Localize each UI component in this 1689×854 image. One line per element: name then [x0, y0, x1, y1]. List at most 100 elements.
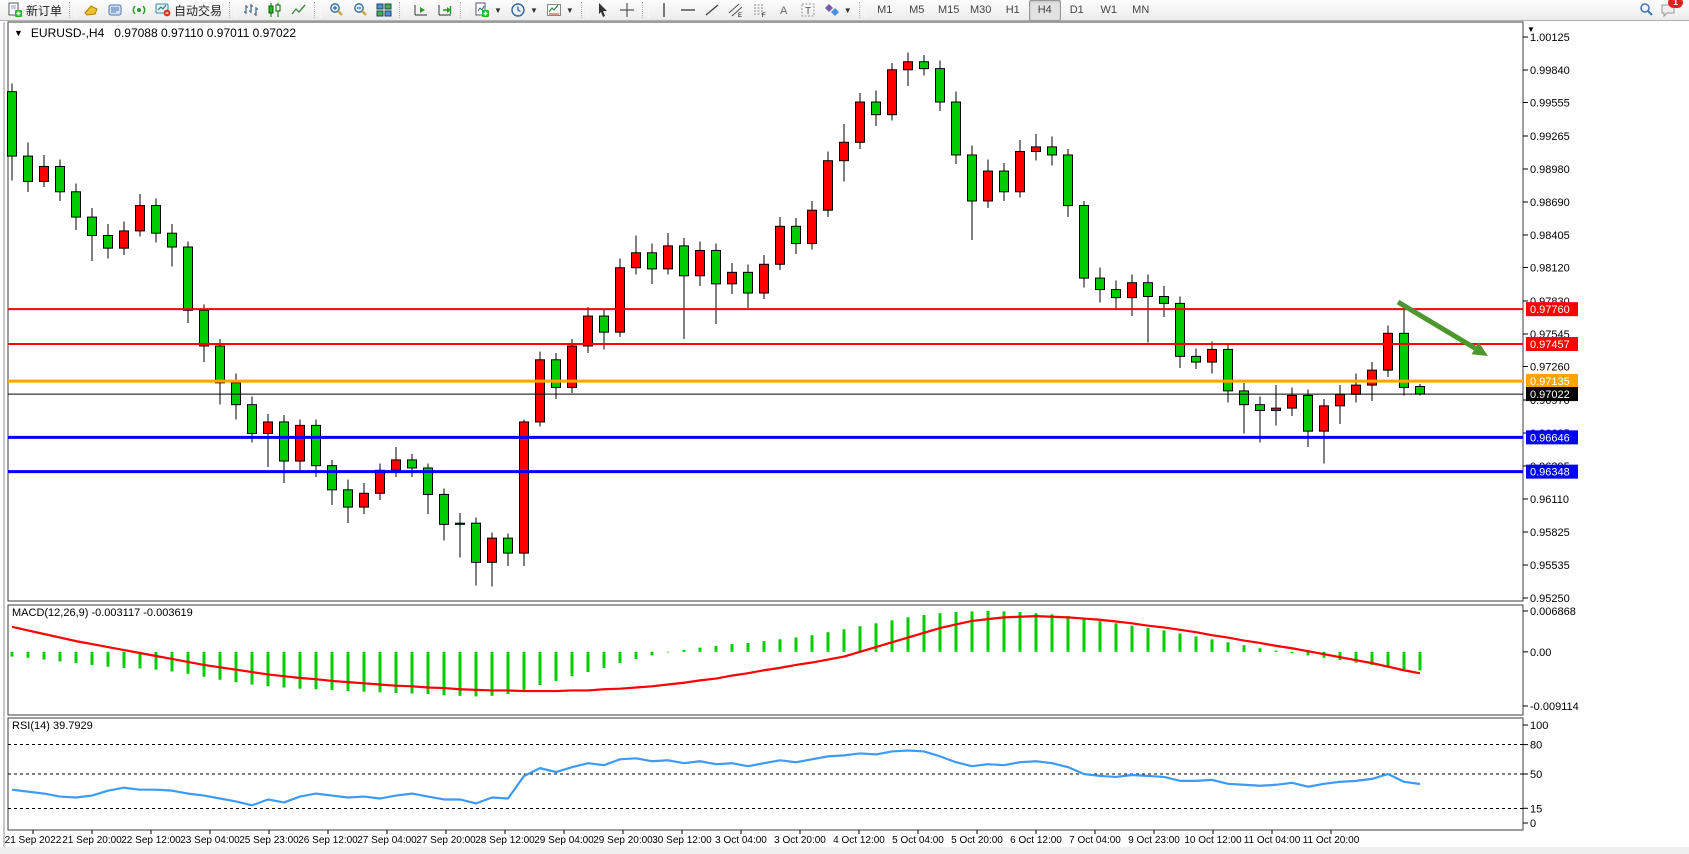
timeframe-button-m15[interactable]: M15: [938, 4, 960, 16]
timeframe-group: M1 M5 M15 M30 H1 H4 D1 W1 MN: [869, 0, 1157, 21]
svg-text:27 Sep 20:00: 27 Sep 20:00: [416, 835, 476, 846]
periods-dropdown-caret: ▼: [529, 5, 538, 15]
timeframe-button-w1[interactable]: W1: [1100, 4, 1117, 16]
chart-shift-button[interactable]: [433, 0, 457, 21]
candlestick-chart-button[interactable]: [263, 0, 287, 21]
svg-text:E: E: [738, 13, 742, 18]
new-order-icon: [8, 2, 22, 17]
candlestick-chart-icon: [268, 3, 281, 17]
zoom-in-button[interactable]: [324, 0, 348, 21]
svg-text:1.00125: 1.00125: [1530, 32, 1570, 44]
line-chart-icon: [291, 4, 306, 15]
timeframe-button-m30[interactable]: M30: [970, 4, 992, 16]
navigator-icon: [132, 5, 146, 15]
chat-badge: 1: [1668, 0, 1683, 8]
svg-text:5 Oct 04:00: 5 Oct 04:00: [892, 835, 944, 846]
trendline-tool-button[interactable]: [700, 0, 724, 21]
label-tool-button[interactable]: T: [796, 0, 820, 21]
trendline-icon: [705, 4, 719, 16]
fibonacci-tool-button[interactable]: F: [748, 0, 772, 21]
navigator-button[interactable]: [127, 0, 151, 21]
toolbar-separator: [399, 2, 407, 18]
data-window-icon: [108, 4, 122, 16]
price-tag-0.96646: 0.96646: [1526, 430, 1578, 445]
svg-text:0.99265: 0.99265: [1530, 131, 1570, 143]
cursor-icon: [598, 3, 607, 17]
svg-text:11 Oct 04:00: 11 Oct 04:00: [1244, 835, 1301, 846]
vertical-line-icon: [663, 3, 665, 17]
hline-tool-button[interactable]: [676, 0, 700, 21]
price-tag-0.97135: 0.97135: [1526, 374, 1578, 389]
fibonacci-icon: F: [753, 4, 766, 18]
toolbar-separator: [858, 2, 866, 18]
timeframe-button-h1[interactable]: H1: [1005, 4, 1020, 16]
bar-chart-button[interactable]: [239, 0, 263, 21]
shapes-dropdown-caret: ▼: [843, 5, 852, 15]
svg-text:27 Sep 04:00: 27 Sep 04:00: [357, 835, 417, 846]
svg-text:-0.009114: -0.009114: [1530, 701, 1579, 713]
svg-text:0.98690: 0.98690: [1530, 197, 1570, 209]
indicators-button[interactable]: ▼: [470, 0, 506, 21]
chart-symbol-period: EURUSD-,H4: [30, 26, 105, 40]
auto-scroll-button[interactable]: [409, 0, 433, 21]
search-icon[interactable]: [1638, 2, 1654, 18]
svg-text:0: 0: [1530, 818, 1536, 830]
svg-text:80: 80: [1530, 740, 1542, 752]
cursor-tool-button[interactable]: [591, 0, 615, 21]
price-tag-0.97457: 0.97457: [1526, 337, 1578, 352]
symbol-dropdown-triangle[interactable]: ▼: [14, 28, 23, 38]
svg-text:21 Sep 2022: 21 Sep 2022: [5, 835, 62, 846]
data-window-button[interactable]: [103, 0, 127, 21]
autotrading-button[interactable]: 自动交易: [151, 0, 226, 21]
autotrading-label: 自动交易: [174, 3, 223, 18]
price-tag-0.96348: 0.96348: [1526, 464, 1578, 479]
text-tool-button[interactable]: A: [772, 0, 796, 21]
timeframe-button-mn[interactable]: MN: [1132, 4, 1150, 16]
zoom-in-icon: [330, 3, 343, 16]
svg-text:29 Sep 04:00: 29 Sep 04:00: [534, 835, 594, 846]
shapes-tool-button[interactable]: ▼: [820, 0, 856, 21]
channel-tool-button[interactable]: E: [724, 0, 748, 21]
vline-tool-button[interactable]: [652, 0, 676, 21]
svg-text:22 Sep 12:00: 22 Sep 12:00: [121, 835, 181, 846]
line-chart-button[interactable]: [287, 0, 311, 21]
templates-button[interactable]: ▼: [542, 0, 578, 21]
chart-shift-icon: [438, 5, 452, 16]
svg-text:21 Sep 20:00: 21 Sep 20:00: [62, 835, 122, 846]
periods-button[interactable]: ▼: [506, 0, 542, 21]
templates-icon: [546, 4, 561, 16]
svg-text:3 Oct 20:00: 3 Oct 20:00: [774, 835, 826, 846]
candlesticks: [7, 52, 1425, 587]
toolbar-separator: [229, 2, 237, 18]
svg-text:29 Sep 20:00: 29 Sep 20:00: [593, 835, 653, 846]
macd-indicator-label: MACD(12,26,9) -0.003117 -0.003619: [12, 607, 193, 619]
timeframe-button-m5[interactable]: M5: [909, 4, 925, 16]
indicators-dropdown-caret: ▼: [494, 5, 502, 15]
crosshair-tool-button[interactable]: [615, 0, 639, 21]
svg-text:15: 15: [1530, 803, 1542, 815]
toolbar-separator: [580, 2, 588, 18]
chat-button[interactable]: 1: [1660, 0, 1683, 18]
svg-text:0.98405: 0.98405: [1530, 230, 1570, 242]
timeframe-button-d1[interactable]: D1: [1069, 4, 1084, 16]
timeframe-button-m1[interactable]: M1: [877, 4, 893, 16]
equidistant-channel-icon: E: [728, 3, 743, 18]
market-watch-button[interactable]: [79, 0, 103, 21]
annotation-arrow[interactable]: [1396, 299, 1488, 356]
scale-fix-triangle[interactable]: ▼: [1527, 25, 1535, 34]
toolbar-separator: [641, 2, 649, 18]
svg-text:50: 50: [1530, 769, 1542, 781]
tile-windows-button[interactable]: [372, 0, 396, 21]
horizontal-line-icon: [680, 9, 695, 11]
svg-text:F: F: [762, 13, 766, 18]
timeframe-button-h4[interactable]: H4: [1028, 0, 1061, 21]
svg-text:10 Oct 12:00: 10 Oct 12:00: [1184, 835, 1242, 846]
new-order-button[interactable]: 新订单: [3, 0, 66, 21]
bar-chart-icon: [244, 4, 259, 16]
svg-text:0.96646: 0.96646: [1530, 432, 1570, 444]
zoom-out-button[interactable]: [348, 0, 372, 21]
svg-text:0.97022: 0.97022: [1530, 389, 1570, 401]
svg-text:3 Oct 04:00: 3 Oct 04:00: [715, 835, 767, 846]
horizontal-price-lines[interactable]: [8, 308, 1523, 474]
